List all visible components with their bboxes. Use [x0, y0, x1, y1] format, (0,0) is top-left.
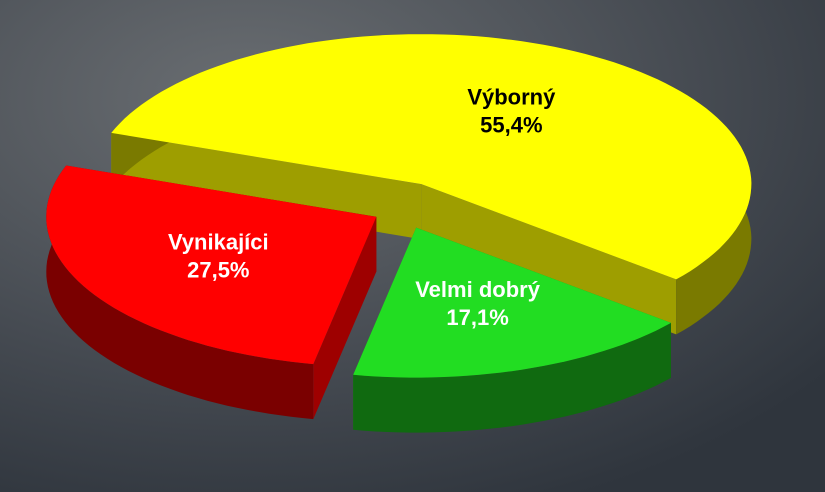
slice-top: [353, 227, 671, 378]
slice-cut-face: [421, 184, 677, 335]
slice-value-label: 17,1%: [446, 305, 508, 330]
slice-label: Vynikajíci: [168, 229, 269, 254]
pie-slice: Výborný 55,4%: [111, 34, 752, 335]
slice-top: [46, 165, 377, 365]
pie-slice: Vynikajíci 27,5%: [46, 165, 377, 420]
slice-label: Velmi dobrý: [415, 277, 540, 302]
pie-slice: Velmi dobrý 17,1%: [353, 227, 671, 433]
slice-top: [111, 34, 752, 280]
slice-value-label: 55,4%: [480, 112, 542, 137]
slice-label: Výborný: [467, 84, 556, 109]
slice-side: [46, 165, 314, 420]
pie-plot: Výborný 55,4% Vynikajíci 27,5% Velmi dobrý 17…: [46, 34, 752, 433]
slice-side: [353, 322, 671, 433]
slice-value-label: 27,5%: [187, 257, 249, 282]
